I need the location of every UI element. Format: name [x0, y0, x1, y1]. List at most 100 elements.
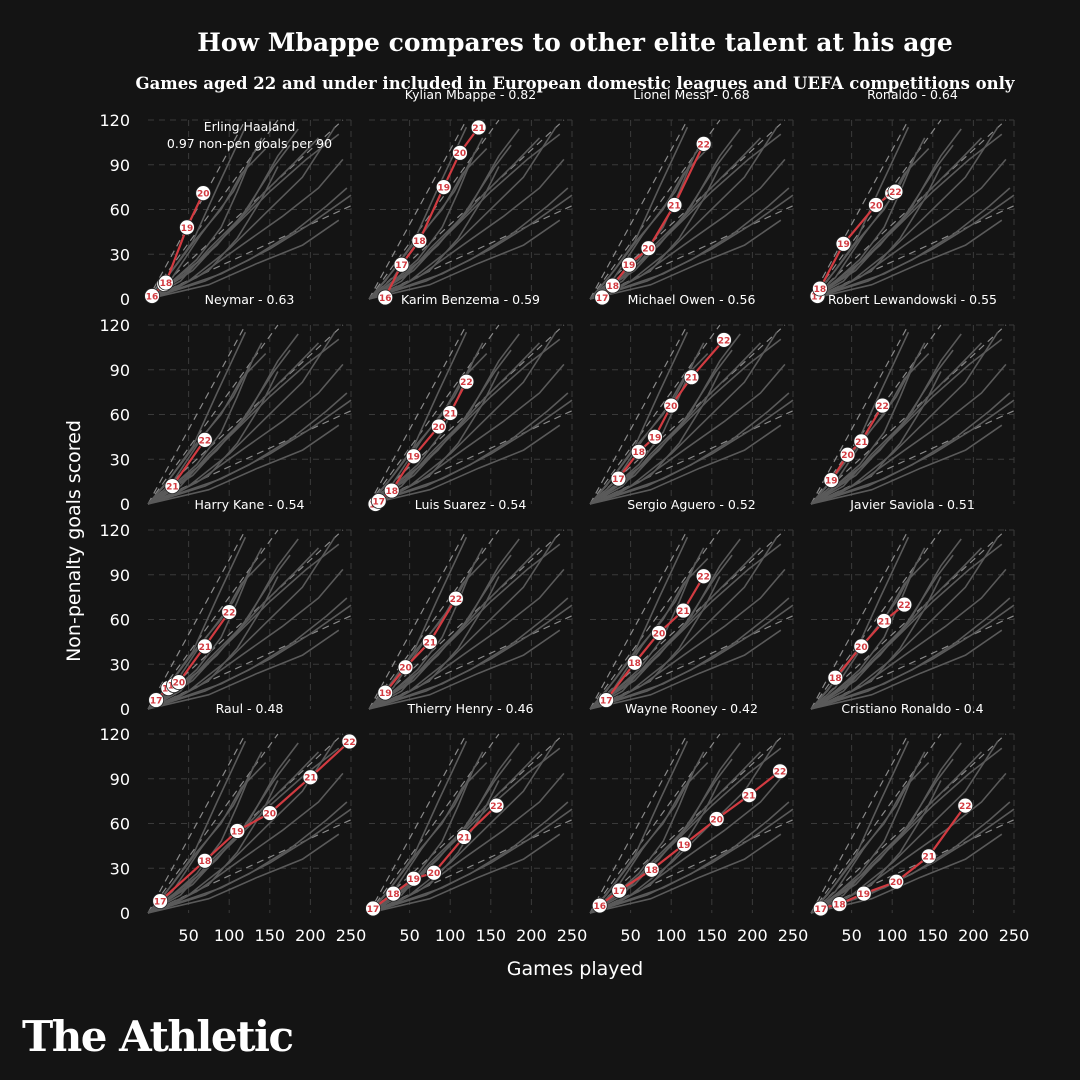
chart-subtitle: Games aged 22 and under included in Euro… — [135, 74, 1015, 93]
age-marker — [957, 797, 974, 814]
comparison-curve — [147, 194, 352, 300]
comparison-curve — [147, 144, 291, 300]
player-line — [171, 439, 206, 487]
comparison-curve — [147, 604, 352, 710]
age-label: 18 — [385, 487, 398, 497]
y-tick-label: 120 — [99, 521, 130, 540]
age-label: 20 — [665, 402, 678, 412]
comparison-curve — [810, 762, 930, 914]
panel-subtitle: 0.97 non-pen goals per 90 — [167, 136, 332, 151]
comparison-curve — [810, 342, 983, 505]
age-label: 18 — [606, 282, 619, 292]
age-marker — [888, 873, 905, 890]
y-tick-label: 0 — [120, 700, 130, 719]
age-label: 17 — [613, 887, 626, 897]
age-label: 19 — [379, 689, 392, 699]
comparison-curve — [810, 597, 1011, 710]
age-marker — [456, 829, 472, 845]
age-marker — [666, 197, 683, 213]
age-marker — [164, 478, 181, 495]
age-marker — [708, 811, 725, 827]
age-marker — [179, 219, 195, 236]
panel-title: Erling Haaland — [204, 119, 296, 134]
y-tick-label: 60 — [110, 815, 130, 834]
comparison-curve — [810, 399, 1015, 505]
age-marker — [772, 763, 788, 780]
age-marker — [365, 900, 381, 917]
y-tick-label: 120 — [99, 725, 130, 744]
panel-title: Kylian Mbappe - 0.82 — [405, 87, 536, 102]
age-marker — [835, 235, 852, 252]
x-tick-label: 150 — [476, 926, 507, 945]
age-marker — [868, 197, 884, 213]
reference-rate-line — [589, 324, 688, 505]
age-label: 21 — [458, 833, 471, 843]
age-label: 22 — [460, 378, 473, 388]
comparison-curve — [147, 219, 340, 300]
comparison-curve — [147, 801, 348, 914]
age-label: 20 — [197, 189, 210, 199]
y-tick-label: 60 — [110, 201, 130, 220]
comparison-curve — [810, 629, 1003, 710]
age-label: 22 — [959, 802, 972, 812]
age-marker — [741, 787, 758, 804]
age-marker — [676, 836, 693, 853]
comparison-curve — [147, 353, 267, 505]
age-marker — [196, 638, 213, 655]
reference-rate-line — [147, 529, 246, 710]
panel-title: Raul - 0.48 — [216, 701, 284, 716]
age-label: 16 — [379, 294, 392, 304]
comparison-curve — [368, 604, 573, 710]
age-label: 20 — [855, 643, 868, 653]
age-marker — [896, 596, 913, 613]
y-tick-label: 90 — [110, 770, 130, 789]
panel: Michael Owen - 0.56 17 18 19 20 21 22 — [589, 292, 794, 505]
reference-rate-line — [147, 324, 246, 505]
age-label: 17 — [814, 905, 827, 915]
panel: 0 30 60 90 120 Neymar - 0.63 21 22 — [99, 292, 352, 514]
comparison-curve — [810, 148, 930, 300]
age-marker — [470, 119, 487, 136]
comparison-curve — [810, 543, 1003, 710]
age-marker — [148, 692, 165, 708]
age-label: 20 — [841, 451, 854, 461]
age-label: 18 — [628, 659, 641, 669]
age-label: 22 — [223, 608, 236, 618]
age-marker — [157, 274, 174, 291]
age-label: 18 — [829, 674, 842, 684]
age-marker — [651, 625, 667, 641]
player-line — [384, 598, 457, 694]
comparison-curve — [810, 137, 983, 300]
x-tick-label: 150 — [918, 926, 949, 945]
panel-title: Neymar - 0.63 — [205, 292, 295, 307]
age-label: 21 — [304, 774, 317, 784]
age-marker — [488, 797, 505, 814]
comparison-curve — [589, 148, 709, 300]
x-tick-label: 150 — [255, 926, 286, 945]
age-marker — [695, 135, 712, 152]
comparison-curve — [589, 801, 790, 914]
comparison-curve — [368, 597, 569, 710]
reference-rate-line — [810, 119, 909, 300]
age-marker — [823, 472, 840, 489]
age-label: 19 — [678, 841, 691, 851]
panel-title: Sergio Aguero - 0.52 — [627, 497, 755, 512]
age-marker — [663, 397, 680, 414]
age-label: 20 — [428, 869, 441, 879]
comparison-curve — [368, 554, 512, 710]
age-marker — [647, 428, 663, 445]
panel: 50 100 150 200 250 Thierry Henry - 0.46 17 18 19… — [365, 701, 587, 945]
age-label: 19 — [407, 875, 420, 885]
comparison-curve — [810, 751, 926, 914]
age-marker — [630, 443, 647, 460]
comparison-curve — [147, 392, 348, 505]
comparison-curve — [147, 762, 267, 914]
age-label: 18 — [199, 857, 212, 867]
age-marker — [594, 289, 611, 306]
comparison-curve — [810, 137, 926, 300]
comparison-curve — [368, 148, 488, 300]
player-line — [830, 405, 884, 481]
age-label: 20 — [642, 245, 655, 255]
panels-group: 0 30 60 90 120 Erling Haaland 0.97 non-pen goa… — [99, 87, 1029, 945]
age-marker — [604, 277, 621, 294]
